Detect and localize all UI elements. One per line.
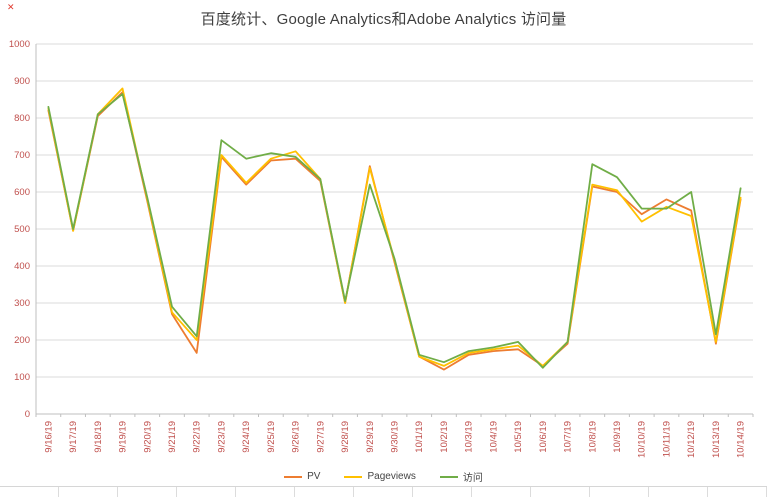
svg-text:900: 900 [14, 76, 30, 87]
x-axis-ticks [35, 414, 754, 417]
pv-line-swatch [284, 475, 303, 478]
legend-item-pv[interactable]: PV [284, 471, 320, 482]
gridlines [35, 43, 753, 415]
svg-text:9/28/19: 9/28/19 [340, 421, 351, 453]
svg-text:9/17/19: 9/17/19 [68, 421, 79, 453]
svg-text:400: 400 [14, 261, 30, 272]
svg-text:10/5/19: 10/5/19 [513, 421, 524, 453]
series-line-0 [47, 91, 742, 371]
svg-text:700: 700 [14, 150, 30, 161]
svg-text:9/29/19: 9/29/19 [365, 421, 376, 453]
svg-text:10/3/19: 10/3/19 [464, 421, 475, 453]
series-line-2 [47, 93, 742, 369]
svg-text:9/16/19: 9/16/19 [43, 421, 54, 453]
svg-text:9/24/19: 9/24/19 [241, 421, 252, 453]
svg-text:10/11/19: 10/11/19 [661, 421, 672, 457]
svg-text:500: 500 [14, 224, 30, 235]
svg-text:200: 200 [14, 335, 30, 346]
pageviews-line-swatch [344, 475, 363, 478]
svg-text:100: 100 [14, 372, 30, 383]
svg-text:9/23/19: 9/23/19 [216, 421, 227, 453]
legend-label-pageviews: Pageviews [367, 471, 416, 482]
close-icon[interactable]: ✕ [7, 2, 15, 12]
svg-text:10/7/19: 10/7/19 [563, 421, 574, 453]
y-axis-labels: 0 100 200 300 400 500 600 700 800 900 1000 [9, 39, 30, 420]
svg-text:300: 300 [14, 298, 30, 309]
svg-text:10/2/19: 10/2/19 [439, 421, 450, 453]
svg-text:9/27/19: 9/27/19 [315, 421, 326, 453]
svg-text:1000: 1000 [9, 39, 30, 50]
legend-label-pv: PV [307, 471, 321, 482]
svg-text:9/30/19: 9/30/19 [390, 421, 401, 453]
svg-text:9/20/19: 9/20/19 [142, 421, 153, 453]
svg-text:10/10/19: 10/10/19 [637, 421, 648, 458]
svg-text:10/12/19: 10/12/19 [686, 421, 697, 458]
legend-label-visits: 访问 [462, 473, 483, 484]
svg-text:10/6/19: 10/6/19 [538, 421, 549, 453]
svg-text:10/1/19: 10/1/19 [414, 421, 425, 453]
spreadsheet-grid-strip[interactable] [0, 486, 767, 497]
visits-line-swatch [439, 475, 458, 478]
chart-title: 百度统计、Google Analytics和Adobe Analytics 访问… [200, 11, 567, 28]
svg-text:10/9/19: 10/9/19 [612, 421, 623, 453]
svg-text:9/25/19: 9/25/19 [266, 421, 277, 453]
svg-text:10/14/19: 10/14/19 [736, 421, 747, 458]
svg-text:800: 800 [14, 113, 30, 124]
svg-text:9/18/19: 9/18/19 [93, 421, 104, 453]
legend-item-visits[interactable]: 访问 [439, 469, 483, 484]
svg-text:10/4/19: 10/4/19 [488, 421, 499, 453]
svg-text:10/13/19: 10/13/19 [711, 421, 722, 458]
svg-text:9/19/19: 9/19/19 [118, 421, 129, 453]
legend-item-pageviews[interactable]: Pageviews [344, 471, 416, 482]
svg-text:9/26/19: 9/26/19 [291, 421, 302, 453]
svg-text:600: 600 [14, 187, 30, 198]
svg-text:10/8/19: 10/8/19 [587, 421, 598, 453]
svg-text:0: 0 [25, 409, 30, 420]
svg-text:9/21/19: 9/21/19 [167, 421, 178, 453]
svg-text:9/22/19: 9/22/19 [192, 421, 203, 453]
chart-legend: PV Pageviews 访问 [0, 469, 767, 484]
x-axis-labels: 9/16/19 9/17/19 9/18/19 9/19/19 9/20/19 9/21/… [43, 421, 746, 458]
